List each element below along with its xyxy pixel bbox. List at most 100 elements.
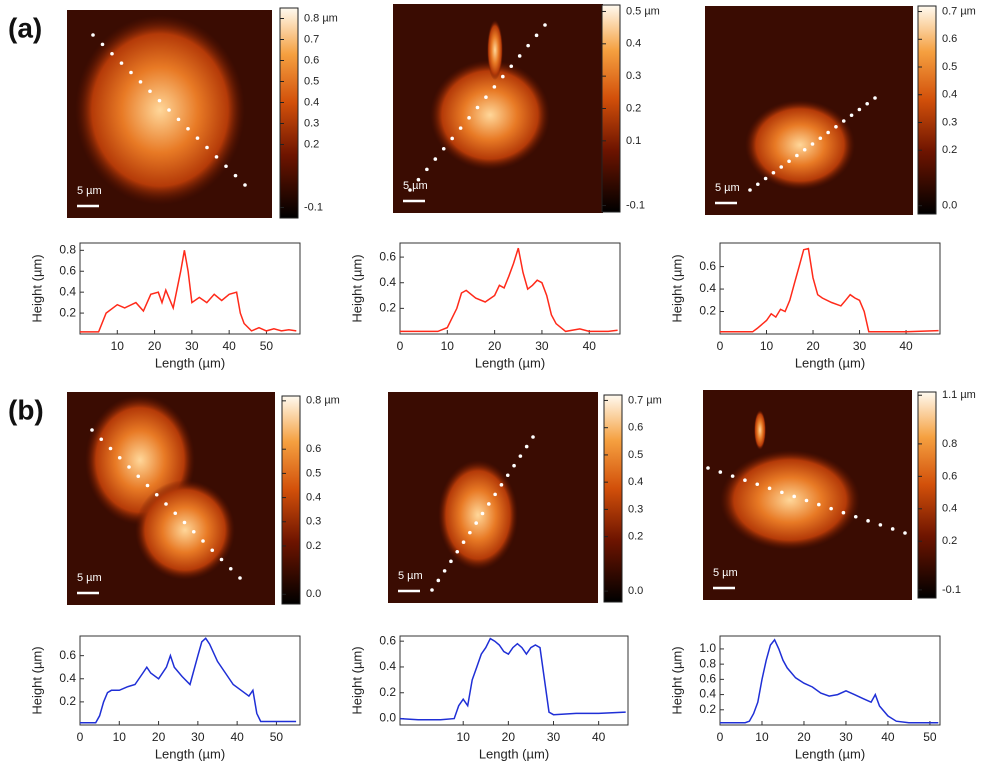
profile-dot [458,126,463,130]
profile-dot [834,124,838,129]
colorbar-tick-label: 0.4 [304,96,319,108]
profile-dot [492,85,497,89]
profile-dot [129,70,133,75]
profile-dot [829,506,833,511]
x-tick-label: 20 [502,730,516,744]
colorbar-tick-label: 0.6 [628,422,643,434]
panel-label: (a) [8,12,42,43]
x-tick-label: 50 [260,339,274,353]
profile-dot [461,540,466,544]
colorbar-tick-label: 0.2 [628,531,643,543]
profile-dot [210,548,215,553]
profile-dot [499,483,504,487]
profile-dot [524,444,529,449]
profile-dot [878,523,883,527]
profile-dot [543,23,547,27]
colorbar-tick-label: 0.6 [942,33,957,45]
x-tick-label: 10 [755,730,769,744]
profile-dot [518,454,523,458]
profile-dot [205,145,209,150]
profile-dot [441,146,446,151]
cell [430,60,550,170]
profile-dot [866,519,870,523]
colorbar-tick-label: 0.6 [304,54,319,66]
profile-dot [802,147,807,152]
profile-dot [99,437,104,442]
profile-dot [817,502,821,507]
colorbar-tick-label: 0.7 [304,33,319,45]
cell [720,450,860,550]
profile-dot [467,116,471,120]
x-tick-label: 20 [152,730,166,744]
x-tick-label: 10 [113,730,127,744]
profile-dot [136,474,141,479]
y-tick-label: 0.6 [379,249,396,263]
profile-line [80,250,297,333]
x-tick-label: 40 [230,730,244,744]
colorbar-tick-label: 0.8 [942,438,957,450]
colorbar-tick-label: 0.5 [628,449,643,461]
profile-dot [534,33,539,38]
colorbar-tick-label: 0.8 µm [304,12,338,24]
plot-frame [399,242,621,335]
x-tick-label: 30 [535,339,549,353]
colorbar-tick-label: 0.0 [942,200,957,212]
profile-dot [90,428,94,432]
profile-dot [195,136,200,140]
profile-dot [505,473,510,478]
y-axis-label: Height (µm) [669,254,684,322]
profile-dot [243,183,247,187]
y-tick-label: 0.2 [699,702,716,716]
x-tick-label: 10 [760,339,774,353]
y-tick-label: 0.2 [59,305,76,319]
colorbar-tick-label: 0.5 [306,467,321,479]
cell [487,20,503,80]
x-tick-label: 40 [583,339,597,353]
profile-dot [176,117,181,122]
profile-dot [148,89,152,94]
profile-dot [138,80,143,84]
profile-dot [425,167,429,172]
y-tick-label: 0.4 [379,275,396,289]
x-tick-label: 10 [457,730,471,744]
plot-frame [399,635,629,726]
colorbar-tick-label: 0.3 [304,117,319,129]
x-axis-label: Length (µm) [155,746,225,761]
profile-dot [890,527,895,531]
profile-dot [450,136,454,141]
colorbar-tick-label: 0.1 [626,135,641,147]
plot-frame [79,242,301,335]
colorbar-tick-label: 0.8 µm [306,395,340,407]
x-tick-label: 40 [899,339,913,353]
profile-dot [743,478,747,482]
x-tick-label: 40 [881,730,895,744]
y-tick-label: 0.2 [699,304,716,318]
colorbar-tick-label: 0.7 µm [628,394,662,406]
profile-dot [826,130,830,135]
x-tick-label: 10 [441,339,455,353]
profile-dot [853,514,858,519]
profile-dot [182,520,187,525]
y-tick-label: 0.8 [59,242,76,256]
y-tick-label: 0.4 [699,687,716,701]
panel-label: (b) [8,394,44,425]
profile-dot [841,119,846,123]
profile-dot [484,95,488,99]
colorbar-tick-label: 0.4 [626,38,641,50]
colorbar-tick-label: 0.6 [942,470,957,482]
x-axis-label: Length (µm) [155,355,225,370]
x-tick-label: 20 [148,339,162,353]
profile-dot [780,490,784,495]
profile-dot [756,182,760,187]
x-axis-label: Length (µm) [479,746,549,761]
x-tick-label: 20 [806,339,820,353]
plot-frame [79,635,301,726]
colorbar [281,395,301,605]
colorbar-tick-label: 0.5 [304,75,319,87]
colorbar-tick-label: 0.3 [942,116,957,128]
profile-dot [903,531,907,535]
scale-bar-label: 5 µm [715,182,740,194]
profile-dot [531,435,535,439]
profile-dot [512,463,516,468]
profile-dot [474,521,478,525]
